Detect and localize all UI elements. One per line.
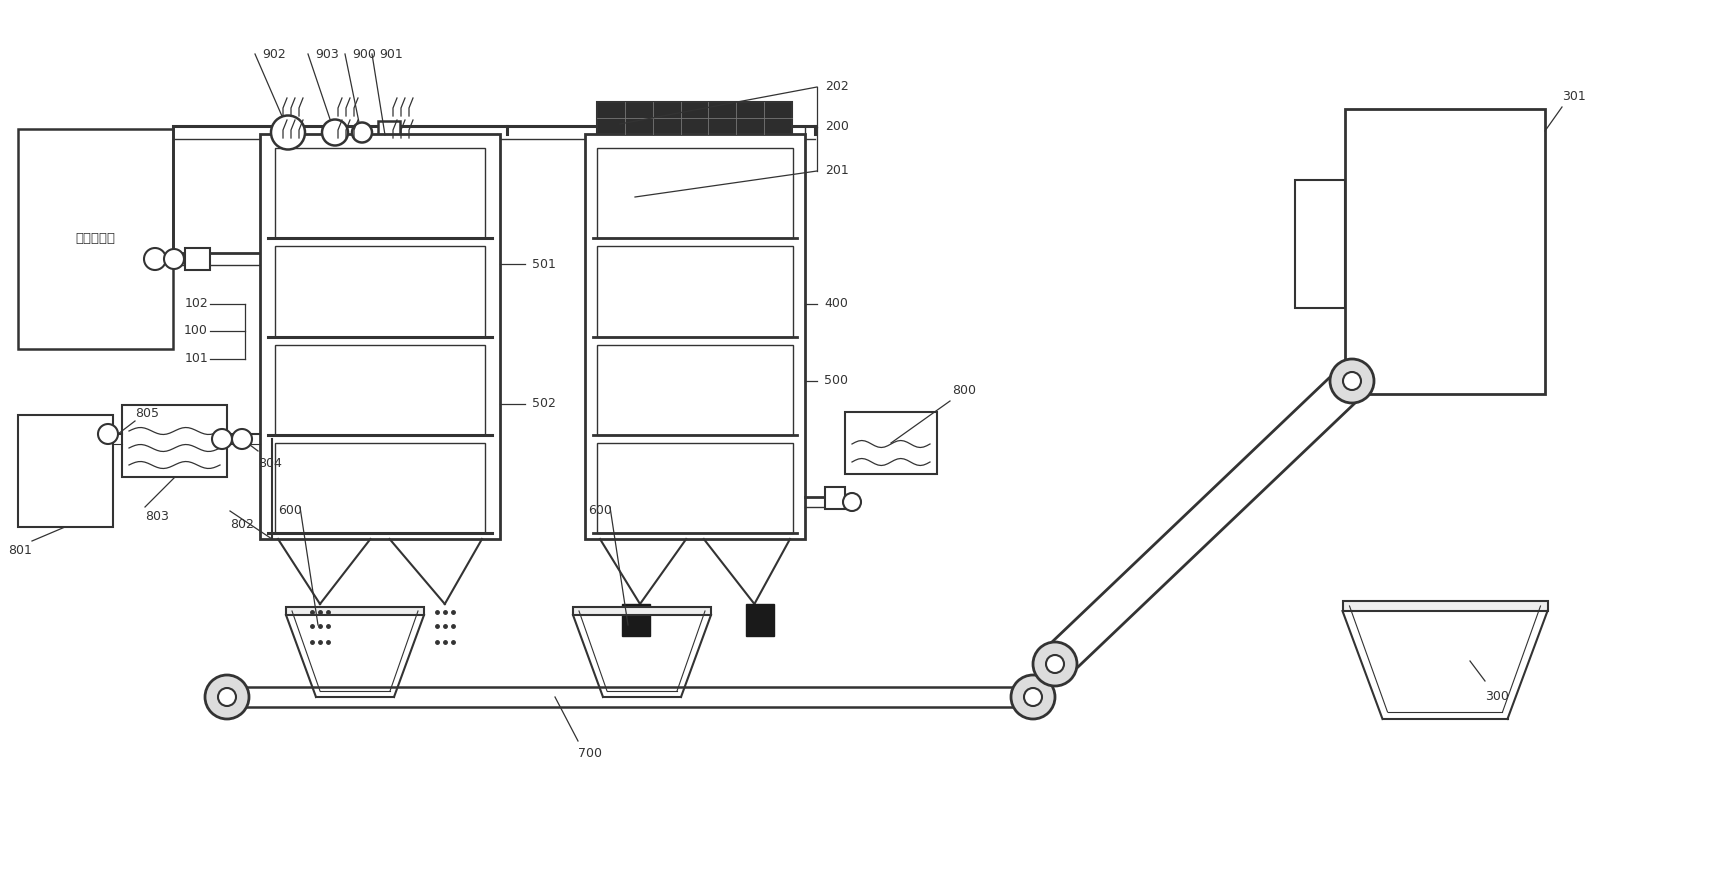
Text: 202: 202	[825, 81, 848, 94]
Bar	[596, 344, 793, 434]
Text: 804: 804	[258, 457, 283, 470]
Bar	[17, 129, 172, 349]
Circle shape	[205, 675, 248, 719]
Bar	[584, 134, 805, 539]
Text: 301: 301	[1561, 90, 1585, 103]
Bar	[596, 442, 793, 533]
Circle shape	[271, 116, 305, 149]
Circle shape	[164, 249, 184, 269]
Circle shape	[843, 493, 860, 511]
Circle shape	[1023, 688, 1041, 706]
Bar	[276, 246, 484, 336]
Circle shape	[98, 424, 117, 444]
Bar	[260, 134, 500, 539]
Circle shape	[233, 429, 252, 449]
Bar	[1342, 601, 1547, 611]
Text: 600: 600	[588, 505, 612, 518]
Bar	[276, 344, 484, 434]
Bar	[276, 442, 484, 533]
Bar	[122, 405, 227, 477]
Text: 700: 700	[577, 747, 601, 760]
Circle shape	[217, 688, 236, 706]
Text: 802: 802	[229, 518, 253, 530]
Bar	[844, 412, 937, 474]
Text: 502: 502	[532, 397, 555, 410]
Bar	[596, 148, 793, 238]
Text: 803: 803	[145, 510, 169, 523]
Text: 805: 805	[134, 408, 159, 421]
Bar	[622, 604, 650, 636]
Circle shape	[322, 120, 348, 145]
Text: 300: 300	[1484, 691, 1508, 704]
Circle shape	[1342, 372, 1359, 390]
Circle shape	[212, 429, 233, 449]
Text: 801: 801	[9, 545, 31, 558]
Bar	[746, 604, 774, 636]
Bar	[1294, 180, 1344, 308]
Text: 101: 101	[184, 353, 208, 366]
Bar	[825, 487, 844, 509]
Circle shape	[1046, 655, 1063, 673]
Text: 102: 102	[184, 297, 208, 310]
Circle shape	[1032, 642, 1077, 686]
Bar	[572, 607, 710, 615]
Text: 200: 200	[825, 121, 848, 134]
Bar	[1344, 109, 1544, 394]
Bar	[286, 607, 424, 615]
Text: 水泥窑尾气: 水泥窑尾气	[76, 233, 115, 246]
Text: 500: 500	[824, 375, 848, 388]
Bar	[596, 246, 793, 336]
Circle shape	[1328, 359, 1373, 403]
Text: 400: 400	[824, 297, 848, 310]
Bar	[377, 121, 400, 144]
Circle shape	[351, 123, 372, 143]
Text: 501: 501	[532, 257, 555, 270]
Text: 201: 201	[825, 164, 848, 177]
Text: 902: 902	[262, 48, 286, 61]
Text: 600: 600	[277, 505, 302, 518]
Text: 903: 903	[315, 48, 338, 61]
Bar	[596, 102, 791, 134]
Text: 800: 800	[951, 384, 975, 397]
Bar	[184, 248, 210, 270]
Bar	[17, 415, 114, 527]
Text: 900: 900	[351, 48, 376, 61]
Bar	[276, 148, 484, 238]
Text: 100: 100	[184, 324, 208, 337]
Circle shape	[145, 248, 165, 270]
Text: 901: 901	[379, 48, 403, 61]
Circle shape	[1010, 675, 1054, 719]
